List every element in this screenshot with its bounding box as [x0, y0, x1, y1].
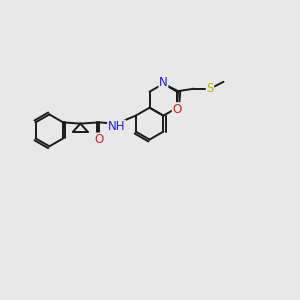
Text: S: S	[206, 82, 214, 95]
Text: N: N	[159, 76, 168, 89]
Text: O: O	[94, 133, 104, 146]
Text: NH: NH	[108, 120, 125, 133]
Text: O: O	[172, 103, 182, 116]
